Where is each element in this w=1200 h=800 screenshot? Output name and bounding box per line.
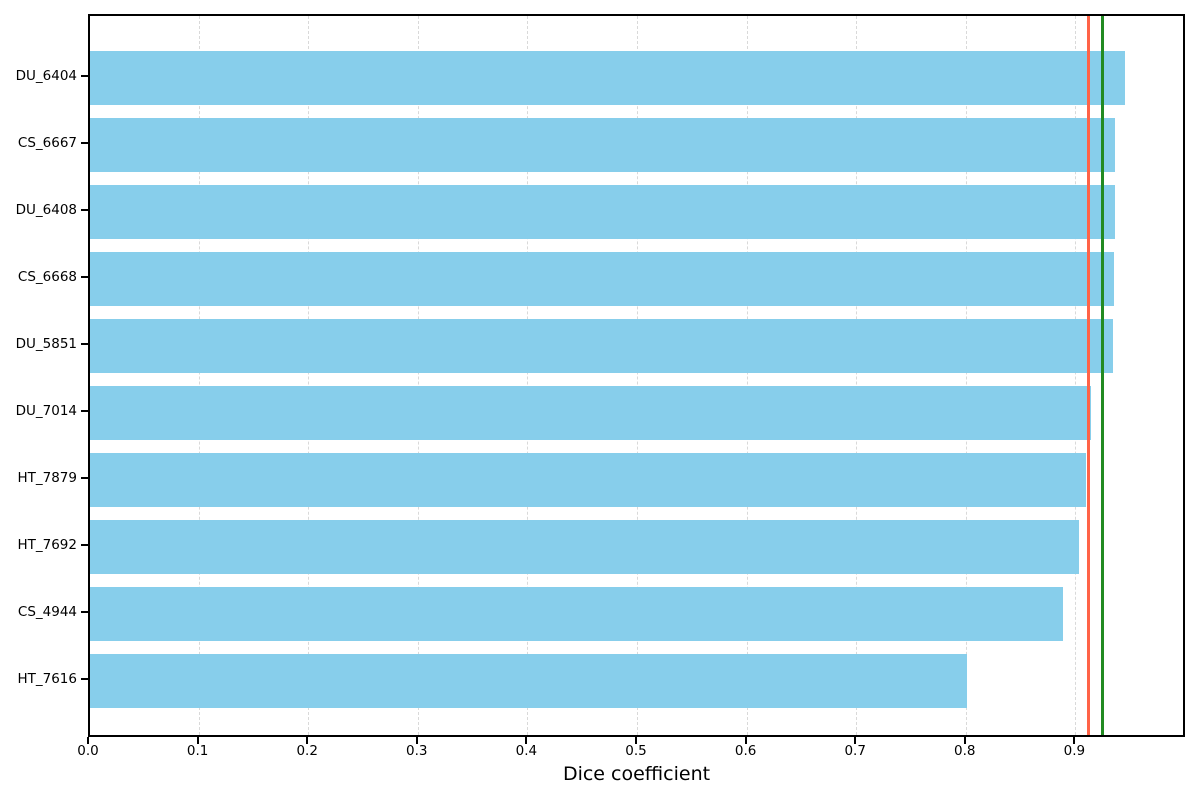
y-tick-label: DU_6404	[15, 68, 77, 84]
bar-du_5851	[90, 319, 1113, 373]
gridline	[308, 16, 310, 735]
x-tick-label: 0.5	[625, 743, 647, 759]
y-tick-mark	[81, 678, 88, 680]
bar-cs_6668	[90, 252, 1114, 306]
x-tick-label: 0.8	[954, 743, 976, 759]
y-tick-label: HT_7616	[17, 671, 77, 687]
gridline	[965, 16, 967, 735]
x-tick-mark	[744, 737, 747, 744]
x-tick-label: 0.7	[844, 743, 866, 759]
x-tick-label: 0.0	[77, 743, 99, 759]
bar-cs_6667	[90, 118, 1115, 172]
x-tick-mark	[963, 737, 966, 744]
y-tick-label: HT_7692	[17, 537, 77, 553]
gridline	[527, 16, 529, 735]
y-tick-mark	[81, 142, 88, 144]
x-tick-label: 0.9	[1063, 743, 1086, 759]
x-axis-title: Dice coefficient	[562, 763, 711, 785]
bar-ht_7616	[90, 654, 967, 708]
bar-cs_4944	[90, 587, 1064, 641]
gridline	[637, 16, 638, 735]
bar-du_7014	[90, 386, 1091, 440]
bar-ht_7879	[90, 453, 1087, 507]
y-tick-label: CS_4944	[17, 604, 77, 620]
x-tick-mark	[635, 737, 637, 744]
y-tick-label: DU_7014	[15, 403, 77, 419]
y-tick-label: HT_7879	[17, 470, 77, 486]
y-tick-mark	[81, 343, 88, 345]
x-tick-mark	[87, 737, 89, 744]
x-tick-mark	[196, 737, 199, 744]
bar-du_6404	[90, 51, 1125, 105]
x-tick-label: 0.4	[515, 743, 538, 759]
y-tick-mark	[81, 410, 88, 412]
y-tick-label: CS_6668	[17, 269, 77, 285]
red-reference-line	[1086, 16, 1090, 735]
y-tick-mark	[81, 611, 88, 613]
plot-area	[88, 14, 1185, 737]
y-tick-label: DU_6408	[15, 202, 77, 218]
y-tick-label: DU_5851	[15, 336, 77, 352]
x-tick-mark	[415, 737, 418, 744]
bar-du_6408	[90, 185, 1115, 239]
x-tick-mark	[854, 737, 857, 744]
gridline	[856, 16, 858, 735]
y-tick-mark	[81, 276, 88, 278]
x-tick-label: 0.1	[186, 743, 209, 759]
green-reference-line	[1101, 16, 1105, 735]
bar-ht_7692	[90, 520, 1079, 574]
y-tick-label: CS_6667	[17, 135, 77, 151]
x-tick-label: 0.2	[296, 743, 318, 759]
y-tick-mark	[81, 75, 88, 77]
y-tick-mark	[81, 209, 88, 211]
x-tick-mark	[525, 737, 528, 744]
gridline	[1075, 16, 1077, 735]
x-tick-label: 0.3	[406, 743, 428, 759]
x-tick-mark	[306, 737, 309, 744]
gridline	[198, 16, 200, 735]
y-tick-mark	[81, 477, 88, 479]
x-tick-label: 0.6	[734, 743, 757, 759]
gridline	[746, 16, 748, 735]
x-tick-mark	[1073, 737, 1076, 744]
y-tick-mark	[81, 544, 88, 546]
gridline	[417, 16, 419, 735]
